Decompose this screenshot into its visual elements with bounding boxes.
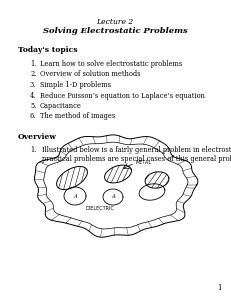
Text: The method of images: The method of images: [40, 112, 115, 121]
Text: 1.: 1.: [30, 60, 36, 68]
Text: Reduce Poisson’s equation to Laplace’s equation: Reduce Poisson’s equation to Laplace’s e…: [40, 92, 205, 100]
Text: METAL: METAL: [135, 160, 151, 164]
Text: Lecture 2: Lecture 2: [96, 18, 134, 26]
Text: 1.: 1.: [30, 146, 36, 154]
Text: Overview: Overview: [18, 133, 57, 141]
Text: 5.: 5.: [30, 102, 36, 110]
Text: 2.: 2.: [30, 70, 36, 79]
Text: Simple 1-D problems: Simple 1-D problems: [40, 81, 111, 89]
Text: A: A: [73, 194, 77, 199]
Text: Today's topics: Today's topics: [18, 46, 78, 54]
Text: practical problems are special cases of this general problem.: practical problems are special cases of …: [42, 155, 231, 163]
Text: DIELECTRIC: DIELECTRIC: [85, 206, 114, 211]
Text: 3.: 3.: [30, 81, 36, 89]
Text: 6.: 6.: [30, 112, 36, 121]
Text: A: A: [111, 194, 115, 200]
Text: Illustrated below is a fairly general problem in electrostatics.  Many: Illustrated below is a fairly general pr…: [42, 146, 231, 154]
Text: 1: 1: [218, 284, 222, 292]
Text: Capacitance: Capacitance: [40, 102, 82, 110]
Text: Solving Electrostatic Problems: Solving Electrostatic Problems: [43, 27, 187, 35]
Text: 4.: 4.: [30, 92, 36, 100]
Text: Learn how to solve electrostatic problems: Learn how to solve electrostatic problem…: [40, 60, 182, 68]
Text: Overview of solution methods: Overview of solution methods: [40, 70, 140, 79]
